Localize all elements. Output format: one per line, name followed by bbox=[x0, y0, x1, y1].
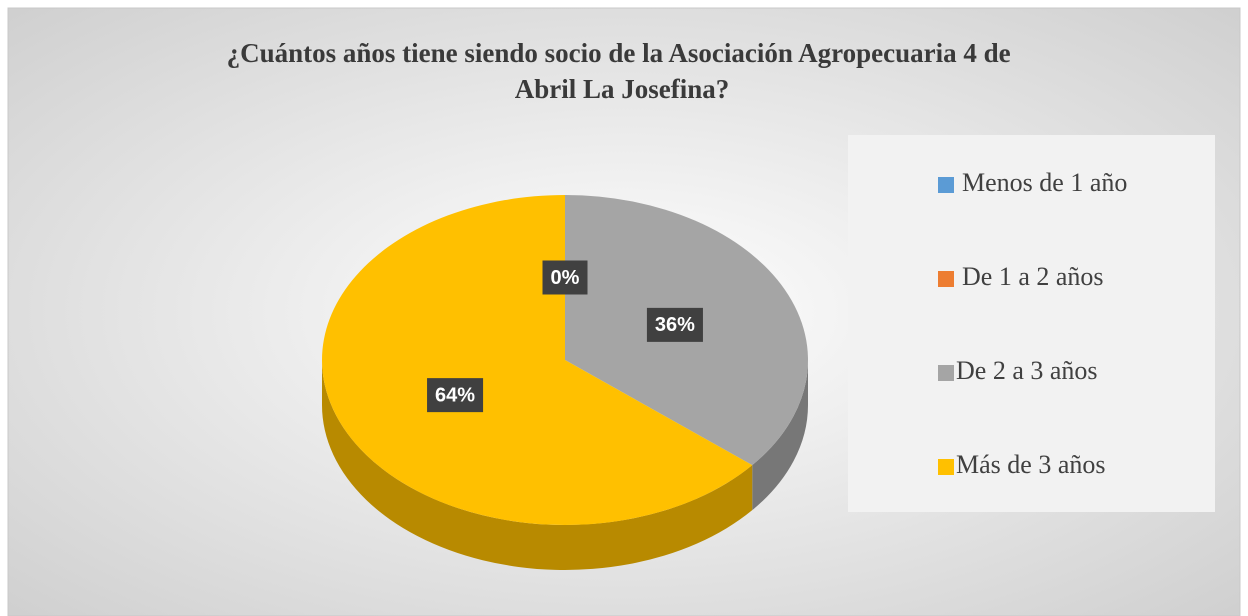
data-label-box bbox=[542, 260, 588, 295]
data-label-text: 0% bbox=[551, 267, 580, 289]
legend-label: Menos de 1 año bbox=[962, 168, 1127, 197]
pie-side bbox=[752, 360, 808, 511]
legend-swatch bbox=[938, 271, 954, 287]
pie-slice bbox=[321, 195, 753, 525]
data-label: 36% bbox=[646, 307, 703, 342]
data-label-text: 64% bbox=[435, 384, 475, 406]
title-line: ¿Cuántos años tiene siendo socio de la A… bbox=[227, 38, 1011, 68]
legend-label: De 2 a 3 años bbox=[956, 356, 1098, 385]
data-label-box bbox=[646, 307, 703, 342]
legend-box bbox=[848, 135, 1215, 512]
data-label-text: 36% bbox=[655, 314, 695, 336]
legend-label: Más de 3 años bbox=[956, 450, 1105, 479]
pie-side bbox=[322, 360, 753, 570]
data-label: 0% bbox=[542, 260, 588, 295]
legend-swatch bbox=[938, 459, 954, 475]
legend-swatch bbox=[938, 365, 954, 381]
legend-label: De 1 a 2 años bbox=[962, 262, 1104, 291]
chart-title: ¿Cuántos años tiene siendo socio de la A… bbox=[227, 38, 1018, 104]
data-label: 64% bbox=[427, 378, 484, 413]
title-line: Abril La Josefina? bbox=[515, 74, 730, 104]
legend-swatch bbox=[938, 177, 954, 193]
data-label-box bbox=[427, 378, 484, 413]
